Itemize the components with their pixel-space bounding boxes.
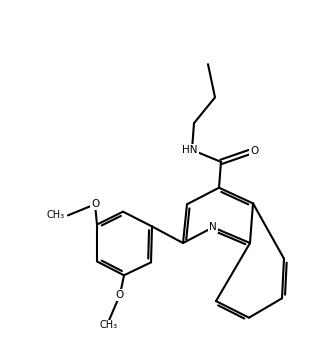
Text: O: O — [91, 199, 99, 209]
Text: N: N — [209, 222, 217, 232]
Text: O: O — [251, 146, 259, 156]
Text: CH₃: CH₃ — [47, 210, 65, 220]
Text: O: O — [116, 290, 124, 299]
Text: HN: HN — [182, 145, 197, 155]
Text: CH₃: CH₃ — [100, 321, 118, 331]
